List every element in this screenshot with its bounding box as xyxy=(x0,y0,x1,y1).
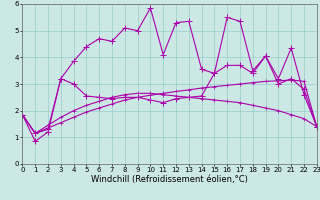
X-axis label: Windchill (Refroidissement éolien,°C): Windchill (Refroidissement éolien,°C) xyxy=(91,175,248,184)
